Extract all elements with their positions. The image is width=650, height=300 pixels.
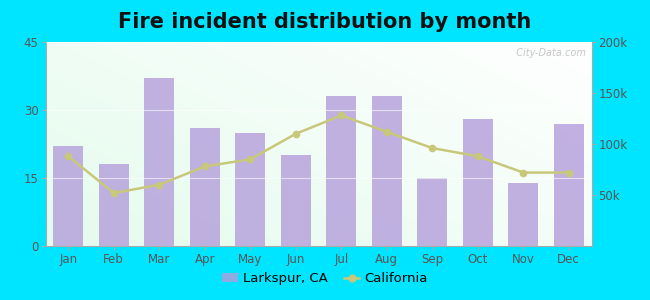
Bar [53,146,83,246]
Bar [281,155,311,246]
Legend: Larkspur, CA, California: Larkspur, CA, California [216,267,434,290]
Text: Fire incident distribution by month: Fire incident distribution by month [118,12,532,32]
Bar [372,96,402,246]
Bar [417,178,447,246]
Bar [554,124,584,246]
Bar [190,128,220,246]
Bar [144,78,174,246]
Bar [99,164,129,246]
Bar [508,182,538,246]
Bar [326,96,356,246]
Text: City-Data.com: City-Data.com [510,48,586,58]
Bar [463,119,493,246]
Bar [235,133,265,246]
